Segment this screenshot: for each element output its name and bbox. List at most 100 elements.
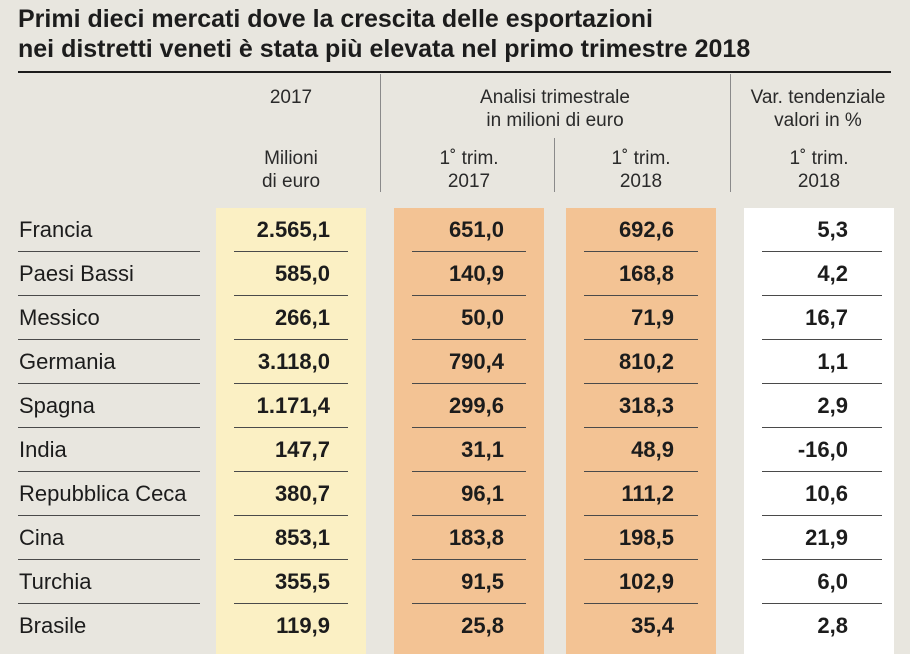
cell-q2017: 91,5	[461, 569, 504, 594]
column-2017-background	[216, 208, 366, 654]
chart-title: Primi dieci mercati dove la crescita del…	[18, 4, 898, 64]
header-2017-year: 2017	[269, 87, 313, 108]
header-q2017: 1˚ trim. 2017	[439, 148, 499, 192]
row-divider	[762, 471, 882, 472]
cell-q2018: 318,3	[618, 393, 674, 418]
cell-variation: 6,0	[817, 569, 848, 594]
row-divider	[234, 339, 348, 340]
row-divider	[18, 471, 200, 472]
header-separator-2	[554, 138, 555, 192]
title-rule	[18, 71, 891, 73]
cell-variation: 21,9	[805, 525, 848, 550]
cell-q2017: 790,4	[448, 349, 504, 374]
row-divider	[412, 603, 526, 604]
cell-q2018: 71,9	[631, 305, 674, 330]
cell-variation: 4,2	[817, 261, 848, 286]
row-divider	[18, 603, 200, 604]
cell-q2017: 183,8	[448, 525, 504, 550]
cell-2017: 3.118,0	[257, 349, 330, 374]
row-divider	[584, 339, 698, 340]
header-separator-1	[380, 74, 381, 192]
cell-2017: 355,5	[274, 569, 330, 594]
row-label-country: Germania	[19, 349, 116, 374]
row-divider	[412, 427, 526, 428]
row-divider	[412, 251, 526, 252]
cell-q2018: 692,6	[618, 217, 674, 242]
row-divider	[584, 295, 698, 296]
cell-2017: 266,1	[274, 305, 330, 330]
header-variation-quarter: 1˚ trim. 2018	[789, 148, 849, 192]
row-divider	[762, 295, 882, 296]
row-divider	[762, 515, 882, 516]
row-label-country: Repubblica Ceca	[19, 481, 187, 506]
row-divider	[234, 251, 348, 252]
cell-q2017: 31,1	[461, 437, 504, 462]
cell-q2017: 25,8	[461, 613, 504, 638]
row-divider	[412, 559, 526, 560]
row-label-country: Cina	[19, 525, 65, 550]
row-label-country: Brasile	[19, 613, 87, 638]
row-divider	[18, 295, 200, 296]
cell-2017: 1.171,4	[256, 393, 330, 418]
cell-variation: 5,3	[817, 217, 848, 242]
row-divider	[584, 559, 698, 560]
cell-q2018: 111,2	[621, 481, 674, 506]
cell-2017: 2.565,1	[256, 217, 330, 242]
row-divider	[18, 427, 200, 428]
cell-variation: 2,9	[817, 393, 848, 418]
row-divider	[234, 427, 348, 428]
row-label-country: Messico	[19, 305, 100, 330]
row-divider	[412, 383, 526, 384]
cell-q2018: 168,8	[618, 261, 674, 286]
cell-q2017: 299,6	[448, 393, 504, 418]
row-label-country: Paesi Bassi	[19, 261, 134, 286]
row-divider	[234, 383, 348, 384]
row-divider	[234, 559, 348, 560]
row-divider	[584, 603, 698, 604]
row-divider	[412, 339, 526, 340]
cell-2017: 853,1	[274, 525, 330, 550]
row-divider	[18, 251, 200, 252]
cell-q2017: 96,1	[461, 481, 504, 506]
cell-q2018: 48,9	[631, 437, 674, 462]
row-divider	[762, 251, 882, 252]
cell-q2018: 102,9	[618, 569, 674, 594]
header-2017-unit: Milioni di euro	[261, 148, 321, 192]
cell-2017: 147,7	[274, 437, 330, 462]
row-divider	[762, 339, 882, 340]
header-quarterly-analysis: Analisi trimestrale in milioni di euro	[480, 87, 630, 131]
row-divider	[412, 471, 526, 472]
cell-variation: 2,8	[817, 613, 848, 638]
row-divider	[234, 603, 348, 604]
cell-2017: 119,9	[276, 613, 330, 638]
row-label-country: Francia	[19, 217, 93, 242]
cell-variation: 10,6	[805, 481, 848, 506]
row-divider	[234, 515, 348, 516]
cell-variation: -16,0	[797, 437, 848, 462]
row-label-country: India	[19, 437, 67, 462]
cell-q2017: 651,0	[448, 217, 504, 242]
cell-q2017: 140,9	[448, 261, 504, 286]
row-label-country: Spagna	[19, 393, 95, 418]
title-line-1: Primi dieci mercati dove la crescita del…	[18, 5, 653, 33]
row-label-country: Turchia	[19, 569, 92, 594]
cell-variation: 16,7	[805, 305, 848, 330]
row-divider	[762, 427, 882, 428]
row-divider	[234, 295, 348, 296]
cell-variation: 1,1	[817, 349, 848, 374]
header-variation: Var. tendenziale valori in %	[750, 87, 886, 131]
header-q2018: 1˚ trim. 2018	[611, 148, 671, 192]
row-divider	[584, 515, 698, 516]
cell-q2018: 810,2	[618, 349, 674, 374]
row-divider	[584, 471, 698, 472]
row-divider	[18, 339, 200, 340]
row-divider	[762, 559, 882, 560]
column-var-background	[744, 208, 894, 654]
cell-2017: 380,7	[274, 481, 330, 506]
row-divider	[762, 383, 882, 384]
row-divider	[234, 471, 348, 472]
cell-2017: 585,0	[274, 261, 330, 286]
row-divider	[584, 427, 698, 428]
row-divider	[584, 251, 698, 252]
row-divider	[412, 295, 526, 296]
